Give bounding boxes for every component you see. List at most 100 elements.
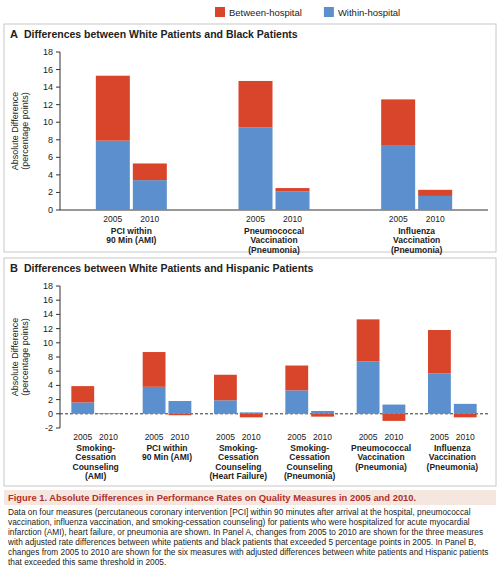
y-tick-label: 10 [43, 338, 53, 348]
bar [428, 330, 451, 373]
panel-frame [4, 258, 496, 486]
bar [285, 390, 308, 413]
y-axis-label: Absolute Difference [10, 92, 20, 170]
bar [239, 81, 273, 128]
bar [133, 163, 167, 180]
y-tick-label: 12 [43, 100, 53, 110]
bar [381, 145, 415, 210]
caption: Figure 1. Absolute Differences in Perfor… [4, 490, 496, 567]
legend-swatch [215, 7, 225, 17]
y-tick-label: 6 [48, 152, 53, 162]
y-tick [56, 399, 60, 400]
y-tick-label: 12 [43, 324, 53, 334]
y-tick [56, 174, 60, 175]
group-label: 90 Min (AMI) [106, 235, 156, 245]
x-tick-label: 2010 [170, 432, 189, 442]
bar [96, 141, 130, 210]
legend: Between-hospitalWithin-hospital [215, 7, 400, 18]
bar [276, 192, 310, 210]
bar [454, 414, 477, 418]
legend-label: Between-hospital [229, 7, 302, 18]
panel-1: B Differences between White Patients and … [4, 258, 496, 486]
y-axis-label: (percentage points) [20, 92, 30, 170]
x-tick-label: 2005 [430, 432, 449, 442]
bar [418, 196, 452, 210]
group-label: (AMI) [85, 471, 106, 481]
y-axis-label: (percentage points) [20, 318, 30, 396]
bar [311, 414, 334, 417]
bar [454, 404, 477, 414]
group-label: (Pneumonia) [284, 471, 336, 481]
group-label: (Pneumonia) [355, 462, 407, 472]
group-label: (Heart Failure) [210, 471, 268, 481]
y-axis [60, 52, 61, 210]
y-tick [56, 52, 60, 53]
bar [214, 375, 237, 401]
bar [214, 400, 237, 413]
y-tick-label: 16 [43, 295, 53, 305]
x-tick-label: 2005 [246, 214, 265, 224]
bar [383, 405, 406, 414]
y-tick-label: 8 [48, 135, 53, 145]
bar [133, 180, 167, 210]
panel-letter: B [10, 262, 18, 274]
bars [71, 319, 476, 421]
bar [71, 402, 94, 413]
group-label: (Pneumonia) [248, 245, 300, 255]
y-tick-label: 4 [48, 170, 53, 180]
panel-title: Differences between White Patients and H… [24, 262, 314, 274]
y-tick [56, 328, 60, 329]
x-tick-label: 2010 [99, 432, 118, 442]
y-tick-label: 10 [43, 117, 53, 127]
x-tick-label: 2005 [103, 214, 122, 224]
y-tick [56, 192, 60, 193]
bar [311, 411, 334, 414]
caption-title: Figure 1. Absolute Differences in Perfor… [4, 490, 496, 505]
y-tick [56, 157, 60, 158]
y-tick-label: 18 [43, 47, 53, 57]
x-tick-label: 2005 [287, 432, 306, 442]
x-tick-label: 2005 [73, 432, 92, 442]
x-tick-label: 2010 [242, 432, 261, 442]
y-tick [56, 69, 60, 70]
y-tick-label: 2 [48, 187, 53, 197]
bar [381, 99, 415, 145]
y-tick [56, 286, 60, 287]
y-tick [56, 371, 60, 372]
bar [169, 401, 192, 414]
bar [240, 412, 263, 413]
x-tick-label: 2005 [145, 432, 164, 442]
y-tick-label: 4 [48, 380, 53, 390]
caption-text: Data on four measures (percutaneous coro… [4, 505, 496, 567]
legend-swatch [324, 7, 334, 17]
y-tick-label: -2 [45, 423, 53, 433]
y-tick [56, 314, 60, 315]
bar [71, 386, 94, 402]
bar [143, 387, 166, 414]
y-tick-label: 16 [43, 65, 53, 75]
y-tick [56, 300, 60, 301]
y-tick-label: 14 [43, 82, 53, 92]
panel-0: A Differences between White Patients and … [4, 24, 496, 255]
bar [169, 414, 192, 415]
panel-title: Differences between White Patients and B… [24, 28, 298, 40]
y-tick-label: 0 [48, 409, 53, 419]
group-label: 90 Min (AMI) [142, 452, 192, 462]
zero-line [60, 413, 488, 414]
y-tick [56, 139, 60, 140]
bar [96, 76, 130, 141]
y-tick [56, 87, 60, 88]
x-tick-label: 2005 [359, 432, 378, 442]
y-tick [56, 357, 60, 358]
y-tick [56, 385, 60, 386]
y-axis-label: Absolute Difference [10, 318, 20, 396]
figure: A Differences between White Patients and … [0, 0, 500, 490]
bar [97, 413, 120, 414]
x-tick-label: 2005 [389, 214, 408, 224]
bar [428, 373, 451, 413]
bar [143, 352, 166, 387]
bar [239, 127, 273, 210]
y-tick [56, 413, 60, 414]
panel-letter: A [10, 28, 18, 40]
group-label: (Pneumonia) [427, 462, 479, 472]
